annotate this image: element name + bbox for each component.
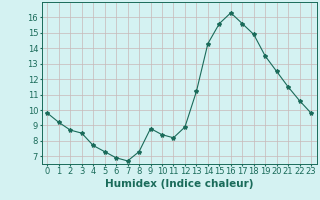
- X-axis label: Humidex (Indice chaleur): Humidex (Indice chaleur): [105, 179, 253, 189]
